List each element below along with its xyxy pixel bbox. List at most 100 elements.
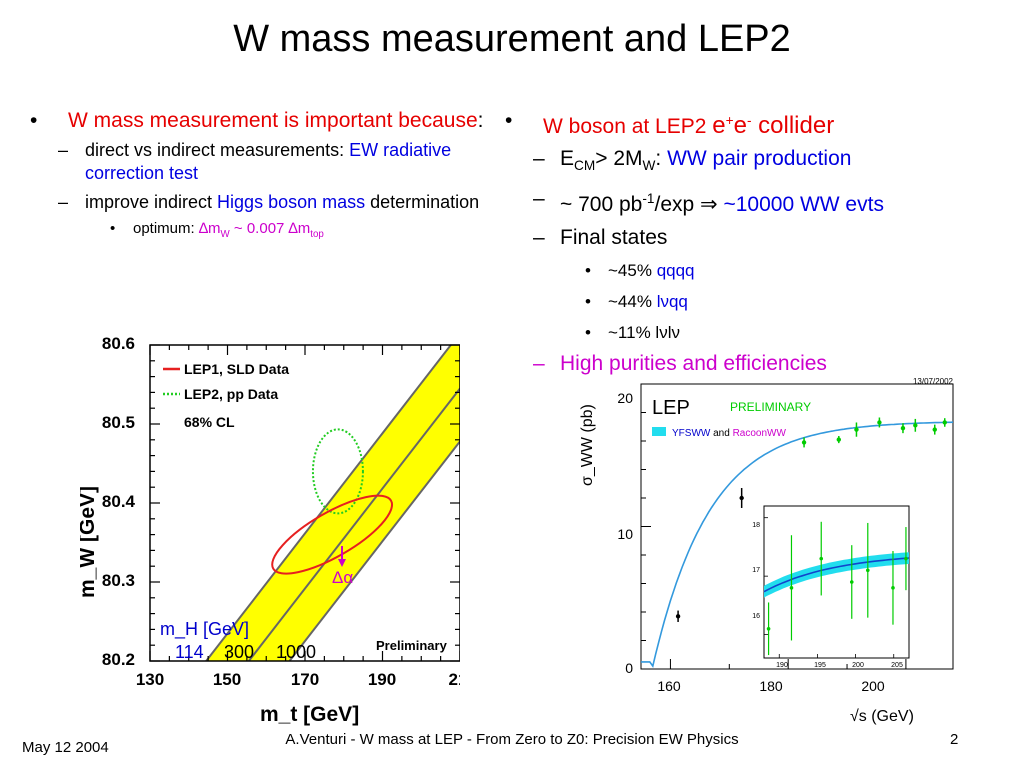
x-tick-label: 150: [213, 670, 241, 689]
data-point: [854, 427, 859, 432]
bullet-text: W boson at LEP2: [543, 115, 713, 138]
state-lvqq: ~44% lνqq: [505, 291, 1005, 313]
inset-y-tick: 18: [752, 522, 760, 529]
lep2-ellipse: [311, 428, 364, 515]
state-name: qqqq: [656, 261, 695, 281]
inset-points: [766, 521, 908, 656]
mw-mt-plot: 80.6 80.5 80.4 80.3 80.2 130 150 170 190…: [80, 334, 460, 726]
footer-date: May 12 2004: [22, 739, 109, 756]
sub-bullet-higgs: improve indirect Higgs boson mass determ…: [30, 191, 500, 214]
data-point: [877, 420, 882, 425]
data-point: [900, 425, 906, 431]
sub-bullet-text: improve indirect: [85, 192, 218, 212]
state-name: lνqq: [656, 292, 688, 312]
mh-label: m_H [GeV]: [160, 619, 249, 640]
bullet-lep2: W boson at LEP2 e+e- collider: [505, 108, 1005, 139]
tick-marks: [641, 383, 907, 670]
purities-text: High purities and efficiencies: [560, 352, 827, 376]
lep1-ellipse: [271, 494, 394, 575]
data-point: [675, 614, 681, 619]
sup-minus: -: [746, 113, 752, 128]
inset-data-point: [819, 556, 824, 561]
x-tick-label: 180: [759, 678, 783, 694]
legend-yfsww: YFSWW: [672, 428, 711, 439]
right-bullets: W boson at LEP2 e+e- collider ECM> 2MW: …: [505, 108, 1005, 377]
slide-title: W mass measurement and LEP2: [233, 18, 791, 60]
alpha-label: Δα: [332, 568, 353, 587]
bullet-importance: W mass measurement is important because:: [30, 108, 500, 133]
inset-band: [764, 552, 909, 598]
lumi-value: ~ 700 pb: [560, 193, 643, 217]
footer-title: A.Venturi - W mass at LEP - From Zero to…: [285, 731, 739, 748]
sub-bullet-final-states: Final states: [505, 225, 1005, 251]
bullet-text: W mass measurement is important because: [68, 109, 478, 132]
inset-data-point: [766, 626, 771, 631]
y-tick-label: 80.2: [102, 650, 135, 669]
page-number: 2: [950, 731, 959, 748]
inset-y-tick: 17: [752, 567, 760, 574]
x-tick-label: 200: [861, 678, 885, 694]
inset-x-tick: 200: [852, 662, 864, 669]
ecm-e: E: [560, 147, 575, 170]
ww-events: ~10000 WW evts: [717, 193, 884, 217]
x-tick-label: 170: [291, 670, 319, 689]
legend-and: and: [710, 428, 732, 439]
sub-bullet-lumi: ~ 700 pb-1/exp ⇒ ~10000 WW evts: [505, 186, 1005, 218]
implies-icon: ⇒: [700, 193, 718, 217]
state-lvlv: ~11% lνlν: [505, 322, 1005, 344]
inset-data-point: [891, 586, 895, 590]
sub-w: W: [220, 229, 230, 240]
electron: e: [712, 112, 726, 139]
sub-bullet-ecm: ECM> 2MW: WW pair production: [505, 146, 1005, 179]
arrow-head-icon: [338, 559, 346, 567]
mh-value-300: 300: [224, 642, 254, 662]
data-point: [942, 420, 947, 425]
legend-swatch-band: [652, 427, 666, 436]
y-tick-label: 80.6: [102, 334, 135, 353]
preliminary-label: Preliminary: [376, 638, 448, 653]
collider-word: collider: [751, 112, 835, 139]
theory-curve: [641, 421, 954, 668]
y-axis-label: m_W [GeV]: [80, 486, 99, 598]
state-fraction: ~45%: [608, 261, 657, 281]
sub-bullet-purities: High purities and efficiencies: [505, 351, 1005, 377]
higgs-line-300: [248, 387, 460, 661]
y-tick-label: 20: [617, 390, 633, 406]
inset-data-point: [789, 586, 794, 590]
sub-cm: CM: [574, 158, 596, 174]
sub-w: W: [642, 158, 656, 174]
x-axis-label: m_t [GeV]: [260, 703, 359, 726]
sub-bullet-direct: direct vs indirect measurements: EW radi…: [30, 139, 500, 185]
higgs-line-1000: [288, 440, 460, 661]
higgs-band: [206, 345, 460, 661]
electron: e: [733, 112, 747, 139]
legend-model-text: YFSWW and RacoonWW: [672, 428, 786, 439]
optimum-label: optimum:: [133, 220, 199, 237]
y-axis-label: σ_WW (pb): [579, 404, 596, 486]
state-qqqq: ~45% qqqq: [505, 260, 1005, 282]
legend-cl: 68% CL: [184, 414, 235, 430]
mh-value-1000: 1000: [276, 642, 316, 662]
x-tick-label: 160: [657, 678, 681, 694]
inset-data-point: [865, 568, 870, 573]
data-point: [913, 423, 918, 428]
y-tick-label: 0: [625, 660, 633, 676]
sup-inverse: -1: [642, 191, 655, 207]
sub-bullet-highlight: Higgs boson mass: [217, 192, 366, 212]
tick-marks: [149, 344, 460, 662]
lep-label: LEP: [652, 397, 690, 419]
inset-x-tick: 190: [776, 662, 788, 669]
mh-value-114: 114: [175, 642, 204, 662]
sub-top: top: [310, 229, 324, 240]
sub-bullet-text: determination: [365, 192, 480, 212]
inset-x-tick: 205: [891, 662, 903, 669]
inset-data-point: [904, 556, 908, 561]
ww-pair: WW pair production: [667, 147, 852, 170]
x-axis-label: √s (GeV): [850, 708, 914, 725]
state-fraction: ~44%: [608, 292, 657, 312]
left-bullets: W mass measurement is important because:…: [30, 108, 500, 245]
sub-sub-bullet-optimum: optimum: ∆mW ~ 0.007 ∆mtop: [30, 219, 500, 245]
sigma-ww-plot: 13/07/2002 20 10 0 160 180 200 σ_WW (pb)…: [579, 377, 954, 725]
bullet-colon: :: [477, 109, 484, 132]
state-text: ~11% lνlν: [608, 323, 680, 343]
